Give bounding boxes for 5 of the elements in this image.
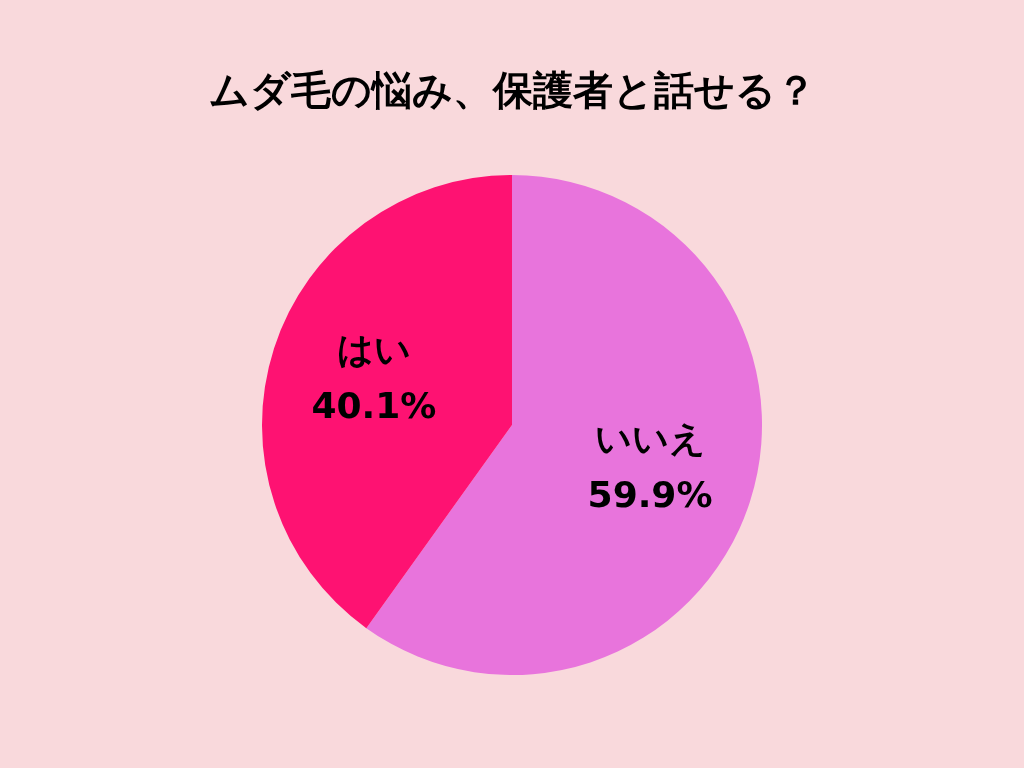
chart-title: ムダ毛の悩み、保護者と話せる？ (208, 67, 816, 114)
data-label: 59.9% (587, 473, 713, 515)
data-label: 40.1% (311, 384, 437, 426)
slice-label: はい (336, 328, 411, 370)
slice-label: いいえ (594, 417, 706, 459)
